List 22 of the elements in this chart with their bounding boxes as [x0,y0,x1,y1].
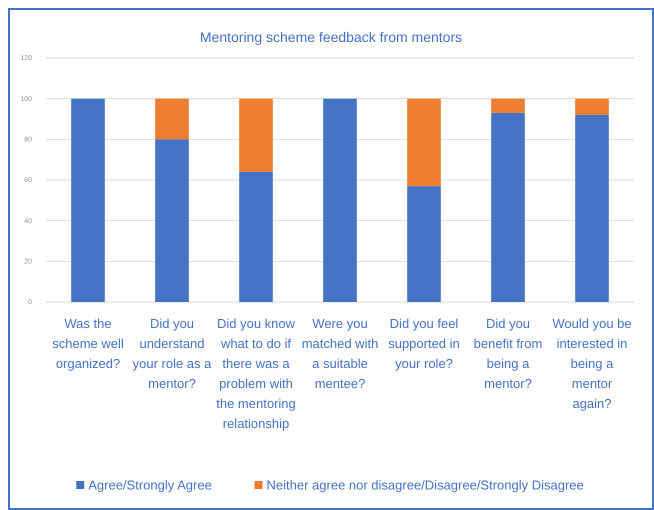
bar [407,186,441,302]
x-tick-label: Did you understand your role as a mentor? [132,316,212,391]
bar [407,98,441,186]
bar [575,98,609,115]
x-tick-label: Did you feel supported in your role? [388,316,460,371]
x-tick-label: Was the scheme well organized? [52,316,124,371]
bar [239,98,273,172]
x-tick-label: Did you benefit from being a mentor? [474,316,542,391]
bar [323,98,357,302]
bar [155,139,189,302]
bar [491,98,525,113]
bar [239,172,273,302]
x-tick-label: Were you matched with a suitable mentee? [302,316,378,391]
legend-label: Agree/Strongly Agree [88,478,212,493]
legend-label: Neither agree nor disagree/Disagree/Strongly Disagree [266,478,584,493]
chart-title: Mentoring scheme feedback from mentors [200,29,462,45]
x-tick-label: Did you know what to do if there was a problem with the mentoring relationship [216,316,296,431]
bar [155,98,189,140]
bar [491,112,525,302]
bar [575,114,609,302]
bar [71,98,105,302]
x-tick-label: Would you be interested in being a mentor again? [552,316,632,411]
